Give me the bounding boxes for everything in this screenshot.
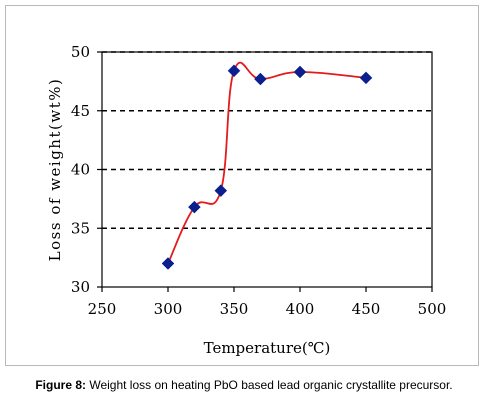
- data-point-300: [161, 257, 175, 270]
- y-tick-label-45: 45: [71, 102, 90, 120]
- chart: 30 35 40 45 50 250 300 350 400 450 500 Temperature(…: [46, 43, 446, 357]
- data-point-370: [254, 72, 267, 86]
- x-tick-label-350: 350: [220, 300, 249, 318]
- x-tick-label-450: 450: [352, 300, 381, 318]
- x-tick-label-300: 300: [154, 300, 183, 318]
- series-line-0: [167, 61, 367, 264]
- figure-frame: [5, 5, 479, 366]
- figure-caption: Figure 8: Weight loss on heating PbO bas…: [0, 378, 488, 392]
- y-tick-label-40: 40: [71, 161, 90, 179]
- x-tick-label-400: 400: [286, 300, 315, 318]
- caption-label: Figure 8:: [35, 378, 86, 392]
- y-tick-label-50: 50: [71, 43, 90, 61]
- data-point-340: [214, 184, 228, 198]
- data-point-450: [359, 71, 373, 85]
- x-tick-label-250: 250: [88, 300, 117, 318]
- y-tick-label-35: 35: [71, 219, 90, 237]
- y-tick-label-30: 30: [71, 278, 90, 296]
- caption-text: Weight loss on heating PbO based lead or…: [86, 378, 453, 392]
- data-point-400: [293, 65, 307, 79]
- data-point-320: [188, 200, 201, 214]
- data-point-350: [227, 64, 241, 78]
- x-tick-label-500: 500: [418, 300, 447, 318]
- x-axis-title: Temperature(℃): [204, 339, 331, 357]
- y-axis-title: Loss of weight(wt%): [46, 78, 64, 262]
- plot-area: 30 35 40 45 50 250 300 350 400 450 500 Temperature(…: [46, 43, 446, 357]
